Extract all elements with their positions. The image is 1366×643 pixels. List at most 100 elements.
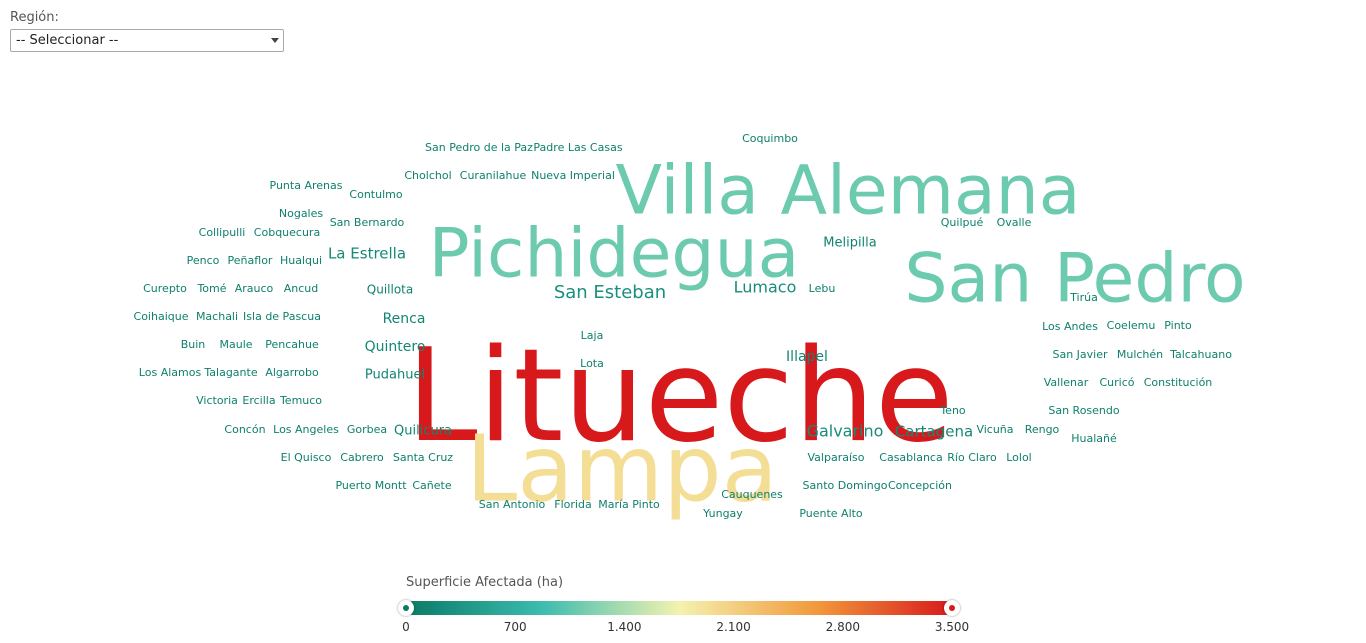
word-penaflor[interactable]: Peñaflor: [228, 254, 273, 267]
word-hualane[interactable]: Hualañé: [1071, 432, 1117, 445]
word-lumaco[interactable]: Lumaco: [734, 278, 797, 297]
word-rengo[interactable]: Rengo: [1025, 423, 1060, 436]
color-scale-bar: [406, 601, 952, 615]
word-melipilla[interactable]: Melipilla: [823, 236, 877, 251]
word-curanilahue[interactable]: Curanilahue: [460, 169, 527, 182]
word-nueva-imperial[interactable]: Nueva Imperial: [531, 169, 615, 182]
word-lota[interactable]: Lota: [580, 357, 604, 370]
word-nogales[interactable]: Nogales: [279, 207, 324, 220]
word-santa-cruz[interactable]: Santa Cruz: [393, 451, 453, 464]
legend-tick: 2.800: [825, 620, 860, 634]
word-quintero[interactable]: Quintero: [365, 339, 426, 355]
word-canete[interactable]: Cañete: [412, 479, 451, 492]
word-coelemu[interactable]: Coelemu: [1107, 319, 1156, 332]
word-valparaiso[interactable]: Valparaíso: [808, 451, 865, 464]
word-coquimbo[interactable]: Coquimbo: [742, 132, 798, 145]
legend-title: Superficie Afectada (ha): [406, 575, 564, 590]
word-concepcion[interactable]: Concepción: [888, 479, 952, 492]
word-vallenar[interactable]: Vallenar: [1044, 376, 1089, 389]
word-padre-las-casas[interactable]: Padre Las Casas: [533, 141, 622, 154]
word-isla-de-pascua[interactable]: Isla de Pascua: [243, 310, 321, 323]
word-san-esteban[interactable]: San Esteban: [554, 282, 666, 303]
word-los-alamos[interactable]: Los Alamos: [139, 366, 202, 379]
range-max-handle[interactable]: [944, 600, 960, 616]
word-teno[interactable]: Teno: [939, 404, 966, 417]
word-gorbea[interactable]: Gorbea: [347, 423, 387, 436]
word-ancud[interactable]: Ancud: [284, 282, 319, 295]
legend-tick: 1.400: [607, 620, 642, 634]
word-ercilla[interactable]: Ercilla: [242, 394, 275, 407]
word-los-andes[interactable]: Los Andes: [1042, 320, 1098, 333]
word-tirua[interactable]: Tirúa: [1069, 291, 1098, 304]
word-pencahue[interactable]: Pencahue: [265, 338, 319, 351]
word-quilpue[interactable]: Quilpué: [941, 216, 984, 229]
word-vicuna[interactable]: Vicuña: [976, 423, 1013, 436]
word-cauquenes[interactable]: Cauquenes: [721, 488, 783, 501]
word-talagante[interactable]: Talagante: [203, 366, 257, 379]
word-pichidegua[interactable]: Pichidegua: [429, 215, 800, 294]
word-contulmo[interactable]: Contulmo: [349, 188, 402, 201]
word-constitucion[interactable]: Constitución: [1144, 376, 1213, 389]
chevron-down-icon: [271, 38, 279, 43]
legend-tick: 700: [503, 620, 527, 634]
word-lampa[interactable]: Lampa: [466, 415, 778, 522]
word-cabrero[interactable]: Cabrero: [340, 451, 384, 464]
word-cobquecura[interactable]: Cobquecura: [254, 226, 320, 239]
word-coihaique[interactable]: Coihaique: [134, 310, 189, 323]
word-tome[interactable]: Tomé: [196, 282, 226, 295]
word-penco[interactable]: Penco: [187, 254, 220, 267]
word-lebu[interactable]: Lebu: [809, 282, 836, 295]
word-temuco[interactable]: Temuco: [279, 394, 322, 407]
word-buin[interactable]: Buin: [181, 338, 206, 351]
word-maule[interactable]: Maule: [219, 338, 252, 351]
word-renca[interactable]: Renca: [383, 311, 426, 327]
word-santo-domingo[interactable]: Santo Domingo: [803, 479, 888, 492]
word-san-bernardo[interactable]: San Bernardo: [330, 216, 405, 229]
word-san-pedro-de-la-paz[interactable]: San Pedro de la Paz: [425, 141, 533, 154]
word-victoria[interactable]: Victoria: [196, 394, 238, 407]
word-villa-alemana[interactable]: Villa Alemana: [616, 152, 1081, 231]
legend-tick: 3.500: [934, 620, 970, 634]
word-galvarino[interactable]: Galvarino: [807, 422, 884, 441]
word-cartagena[interactable]: Cartagena: [895, 423, 973, 441]
word-san-antonio[interactable]: San Antonio: [479, 498, 546, 511]
word-concon[interactable]: Concón: [224, 423, 265, 436]
word-curico[interactable]: Curicó: [1099, 376, 1134, 389]
word-rio-claro[interactable]: Río Claro: [947, 451, 997, 464]
word-puente-alto[interactable]: Puente Alto: [799, 507, 863, 520]
word-arauco[interactable]: Arauco: [235, 282, 274, 295]
word-san-javier[interactable]: San Javier: [1052, 348, 1108, 361]
word-maria-pinto[interactable]: María Pinto: [598, 498, 660, 511]
word-machali[interactable]: Machali: [196, 310, 238, 323]
word-collipulli[interactable]: Collipulli: [199, 226, 246, 239]
word-talcahuano[interactable]: Talcahuano: [1169, 348, 1232, 361]
word-pinto[interactable]: Pinto: [1164, 319, 1192, 332]
word-punta-arenas[interactable]: Punta Arenas: [270, 179, 343, 192]
word-ovalle[interactable]: Ovalle: [997, 216, 1032, 229]
word-cholchol[interactable]: Cholchol: [404, 169, 451, 182]
word-algarrobo[interactable]: Algarrobo: [265, 366, 319, 379]
legend-tick: 2.100: [716, 620, 751, 634]
word-quillota[interactable]: Quillota: [367, 283, 413, 297]
word-la-estrella[interactable]: La Estrella: [328, 245, 406, 263]
word-los-angeles[interactable]: Los Angeles: [273, 423, 339, 436]
word-pudahuel[interactable]: Pudahuel: [365, 368, 425, 383]
word-lolol[interactable]: Lolol: [1006, 451, 1032, 464]
word-laja[interactable]: Laja: [581, 329, 604, 342]
word-mulchen[interactable]: Mulchén: [1117, 348, 1163, 361]
word-quilicura[interactable]: Quilicura: [394, 424, 452, 439]
word-litueche[interactable]: Litueche: [406, 322, 953, 471]
word-san-pedro[interactable]: San Pedro: [904, 240, 1245, 319]
word-san-rosendo[interactable]: San Rosendo: [1048, 404, 1120, 417]
word-illapel[interactable]: Illapel: [786, 349, 828, 365]
word-curepto[interactable]: Curepto: [143, 282, 187, 295]
range-min-handle[interactable]: [398, 600, 414, 616]
word-hualqui[interactable]: Hualqui: [280, 254, 322, 267]
word-casablanca[interactable]: Casablanca: [879, 451, 942, 464]
word-yungay[interactable]: Yungay: [702, 507, 743, 520]
word-florida[interactable]: Florida: [554, 498, 591, 511]
word-puerto-montt[interactable]: Puerto Montt: [335, 479, 407, 492]
word-el-quisco[interactable]: El Quisco: [281, 451, 332, 464]
region-select[interactable]: -- Seleccionar --: [10, 29, 284, 52]
region-filter-label: Región:: [10, 10, 59, 25]
